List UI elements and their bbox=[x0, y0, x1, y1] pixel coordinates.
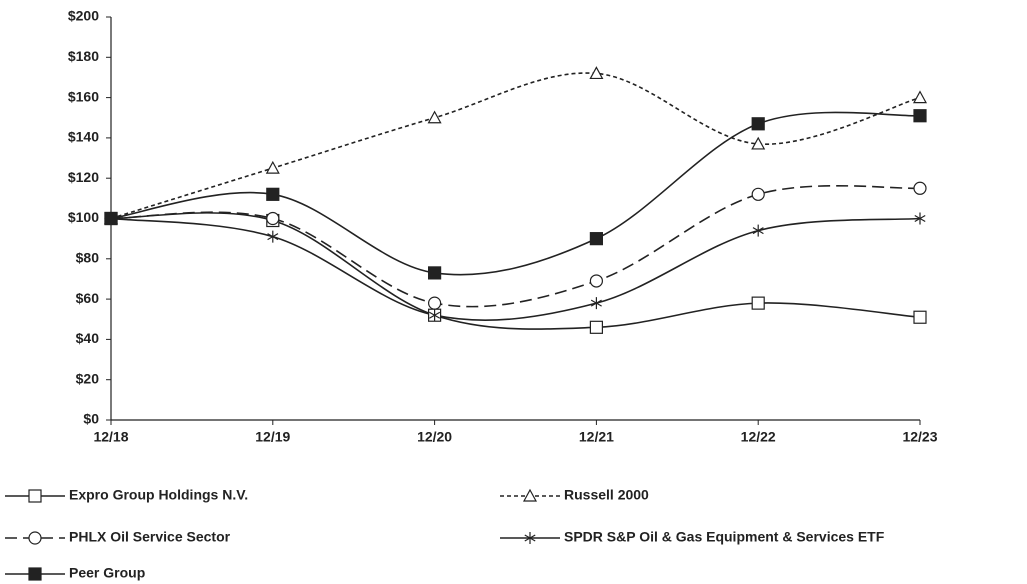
series-line bbox=[110, 217, 921, 321]
x-tick-label: 12/20 bbox=[417, 429, 452, 445]
marker bbox=[28, 489, 42, 503]
marker bbox=[913, 310, 927, 324]
marker-shape bbox=[267, 233, 279, 241]
marker bbox=[265, 160, 280, 174]
marker-shape bbox=[427, 110, 442, 124]
marker-shape bbox=[913, 181, 927, 195]
marker bbox=[428, 296, 442, 310]
marker bbox=[429, 309, 441, 322]
marker-shape bbox=[589, 274, 604, 288]
marker-shape bbox=[589, 320, 604, 334]
marker bbox=[104, 211, 118, 226]
marker bbox=[914, 212, 926, 225]
marker bbox=[589, 232, 604, 246]
marker-shape bbox=[265, 160, 280, 174]
marker bbox=[751, 187, 765, 201]
series-line bbox=[110, 184, 921, 308]
marker-shape bbox=[914, 214, 926, 223]
y-tick-label: $80 bbox=[76, 250, 100, 266]
marker-shape bbox=[589, 66, 604, 80]
y-tick-label: $120 bbox=[68, 169, 99, 185]
legend-label: Peer Group bbox=[69, 565, 145, 581]
marker bbox=[913, 181, 927, 195]
marker-shape bbox=[751, 187, 765, 201]
legend-label: PHLX Oil Service Sector bbox=[69, 529, 231, 545]
marker bbox=[589, 66, 604, 80]
y-tick-label: $20 bbox=[76, 370, 100, 386]
legend-item: Peer Group bbox=[5, 565, 145, 581]
y-tick-label: $40 bbox=[76, 330, 100, 346]
marker-shape bbox=[428, 296, 442, 310]
marker bbox=[427, 110, 442, 124]
marker-shape bbox=[522, 488, 538, 502]
marker bbox=[589, 274, 604, 288]
marker bbox=[751, 117, 765, 131]
marker-shape bbox=[913, 109, 927, 123]
y-tick-label: $200 bbox=[68, 8, 99, 24]
y-tick-label: $180 bbox=[68, 48, 99, 64]
series-line bbox=[110, 212, 921, 330]
x-tick-label: 12/22 bbox=[741, 429, 776, 445]
marker-shape bbox=[752, 227, 764, 235]
x-tick-label: 12/18 bbox=[93, 429, 128, 445]
y-tick-label: $140 bbox=[68, 129, 99, 145]
marker-shape bbox=[751, 136, 766, 150]
marker bbox=[912, 90, 928, 104]
marker bbox=[524, 532, 536, 544]
marker bbox=[590, 297, 602, 310]
marker-shape bbox=[104, 211, 118, 226]
marker-shape bbox=[751, 296, 765, 310]
x-tick-label: 12/21 bbox=[579, 429, 614, 445]
marker bbox=[266, 211, 280, 226]
marker bbox=[428, 266, 442, 280]
marker bbox=[28, 531, 42, 545]
marker-shape bbox=[428, 266, 442, 280]
marker bbox=[589, 320, 604, 334]
y-tick-label: $100 bbox=[68, 209, 99, 225]
x-tick-label: 12/19 bbox=[255, 429, 290, 445]
y-tick-label: $0 bbox=[83, 411, 99, 427]
marker bbox=[913, 109, 927, 123]
marker-shape bbox=[524, 534, 536, 542]
marker-shape bbox=[913, 310, 927, 324]
legend-item: SPDR S&P Oil & Gas Equipment & Services … bbox=[500, 529, 885, 545]
marker-shape bbox=[429, 311, 441, 319]
marker-shape bbox=[912, 90, 928, 104]
legend-label: SPDR S&P Oil & Gas Equipment & Services … bbox=[564, 529, 885, 545]
marker-shape bbox=[751, 117, 765, 131]
y-tick-label: $160 bbox=[68, 88, 99, 104]
marker-shape bbox=[590, 299, 602, 307]
marker bbox=[266, 187, 280, 201]
legend-label: Expro Group Holdings N.V. bbox=[69, 487, 248, 503]
legend-item: PHLX Oil Service Sector bbox=[5, 529, 231, 545]
marker-shape bbox=[266, 211, 280, 226]
marker-shape bbox=[589, 232, 604, 246]
marker bbox=[751, 136, 766, 150]
marker bbox=[751, 296, 765, 310]
marker-shape bbox=[28, 489, 42, 503]
marker bbox=[28, 567, 42, 581]
legend-label: Russell 2000 bbox=[564, 487, 649, 503]
marker bbox=[267, 230, 279, 243]
marker-shape bbox=[266, 187, 280, 201]
series-line bbox=[110, 111, 921, 276]
legend-item: Russell 2000 bbox=[500, 487, 649, 503]
marker-shape bbox=[28, 531, 42, 545]
marker bbox=[522, 488, 538, 502]
y-tick-label: $60 bbox=[76, 290, 100, 306]
marker bbox=[752, 224, 764, 237]
marker-shape bbox=[28, 567, 42, 581]
series-line bbox=[110, 72, 921, 220]
x-tick-label: 12/23 bbox=[902, 429, 937, 445]
legend-item: Expro Group Holdings N.V. bbox=[5, 487, 248, 503]
